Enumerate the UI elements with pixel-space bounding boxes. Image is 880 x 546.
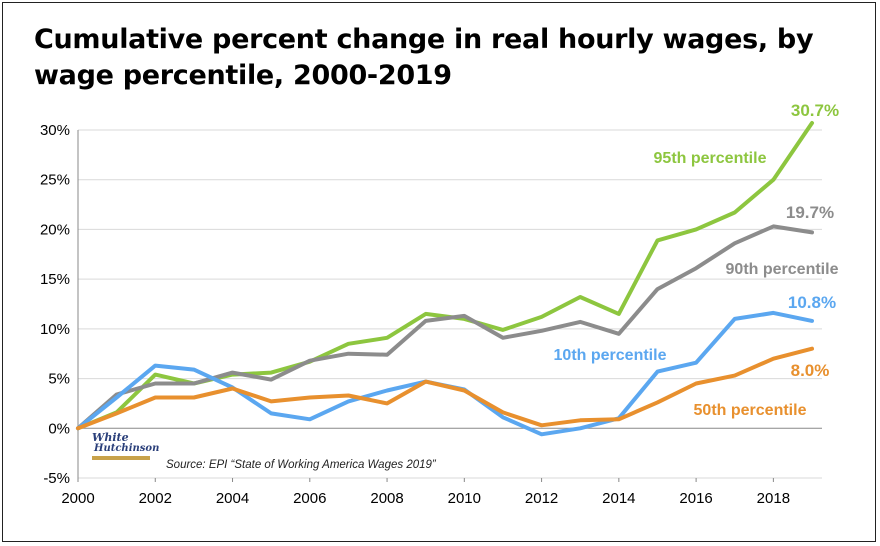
logo-line-1: White [92,431,129,444]
x-axis-ticks: 2000 2002 2004 2006 2008 2010 2012 2014 2016 2018 [61,478,790,507]
y-tick-label: 10% [40,321,70,338]
y-tick-label: 5% [48,371,70,388]
series-labels: 95th percentile 30.7% 90th percentile 19.7%… [554,101,840,419]
series-end-value-50th: 8.0% [791,361,830,380]
series-line-50th [76,346,814,431]
x-tick-label: 2006 [293,490,326,507]
y-tick-label: 15% [40,271,70,288]
x-tick-label: 2000 [61,490,94,507]
y-tick-label: -5% [43,470,70,487]
x-tick-label: 2018 [757,490,790,507]
x-tick-label: 2016 [679,490,712,507]
white-hutchinson-logo: White Hutchinson [92,432,162,468]
series-end-value-90th: 19.7% [786,203,834,222]
chart-title: Cumulative percent change in real hourly… [34,24,814,91]
series-end-value-95th: 30.7% [791,101,839,120]
series-name-95th: 95th percentile [654,150,767,167]
x-tick-label: 2012 [525,490,558,507]
y-tick-label: 30% [40,122,70,139]
logo-line-2: Hutchinson [94,443,160,454]
y-axis-ticks: -5% 0% 5% 10% 15% 20% 25% 30% [40,122,70,487]
y-tick-label: 20% [40,221,70,238]
series-name-10th: 10th percentile [554,347,667,364]
y-tick-label: 25% [40,172,70,189]
source-note: Source: EPI “State of Working America Wa… [166,459,436,471]
x-tick-label: 2008 [370,490,403,507]
series-end-value-10th: 10.8% [788,293,836,312]
x-tick-label: 2002 [139,490,172,507]
logo-bar [92,456,150,460]
series-line-90th [76,224,814,431]
x-tick-label: 2004 [216,490,249,507]
series-lines [76,121,814,437]
series-name-50th: 50th percentile [694,402,807,419]
series-name-90th: 90th percentile [726,261,839,278]
axes [77,130,822,478]
grid-lines [78,129,822,479]
y-tick-label: 0% [48,420,70,437]
x-tick-label: 2010 [448,490,481,507]
x-tick-label: 2014 [602,490,635,507]
